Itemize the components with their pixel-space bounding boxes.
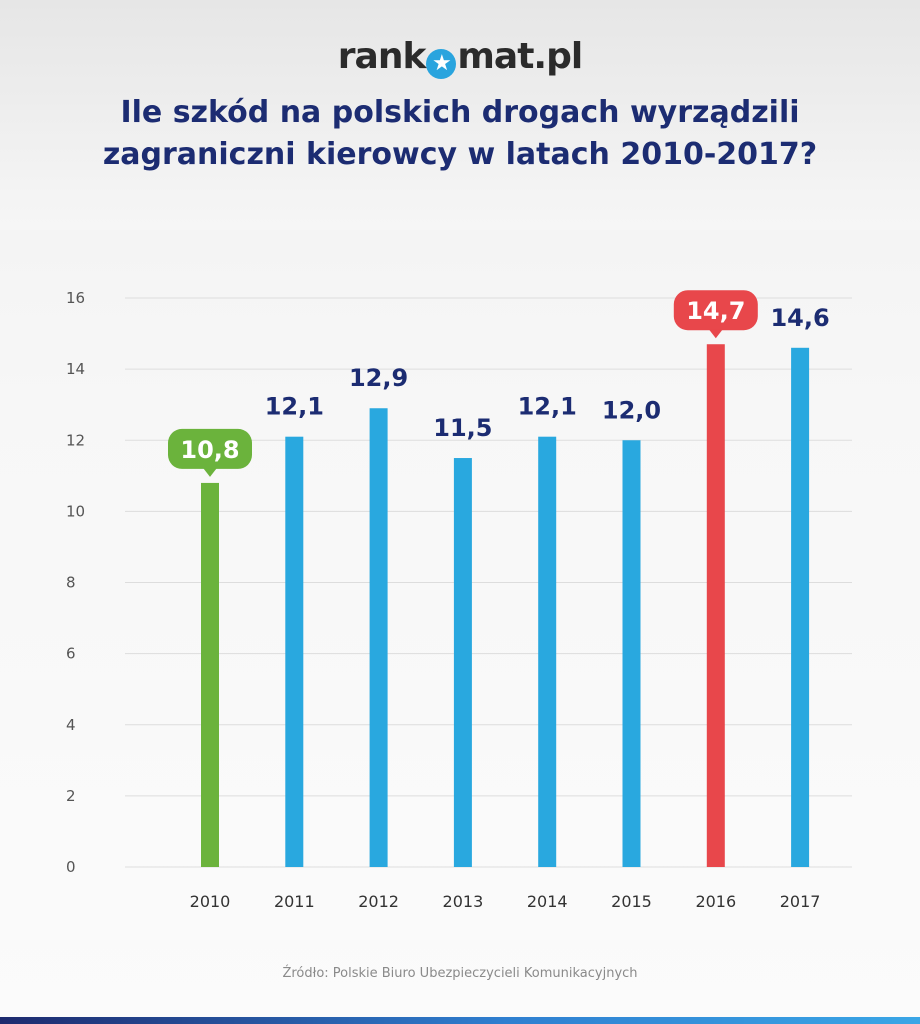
y-tick-label: 2 <box>66 787 76 805</box>
x-tick-label: 2011 <box>274 892 315 911</box>
data-label: 14,7 <box>686 297 745 325</box>
value-callout-pointer <box>708 329 723 339</box>
header-band <box>0 0 920 230</box>
y-tick-label: 16 <box>66 289 85 307</box>
data-label: 12,1 <box>518 393 577 421</box>
y-tick-label: 4 <box>66 716 76 734</box>
rankomat-logo: rank ★ mat.pl <box>0 36 920 79</box>
logo-text-left: rank <box>337 36 427 77</box>
data-label: 12,0 <box>602 396 661 424</box>
page-title: Ile szkód na polskich drogach wyrządzili… <box>60 92 860 176</box>
y-tick-label: 6 <box>66 645 76 663</box>
x-tick-label: 2016 <box>695 892 736 911</box>
bar <box>453 458 472 867</box>
y-tick-label: 10 <box>66 502 85 520</box>
x-tick-label: 2014 <box>527 892 568 911</box>
x-tick-label: 2012 <box>358 892 399 911</box>
y-tick-label: 12 <box>66 431 85 449</box>
x-tick-label: 2017 <box>780 892 821 911</box>
bottom-accent-bar <box>0 1017 920 1024</box>
y-tick-label: 0 <box>66 858 76 876</box>
bar <box>369 408 388 867</box>
source-note: Źródło: Polskie Biuro Ubezpieczycieli Ko… <box>282 966 638 981</box>
bar <box>538 436 557 867</box>
value-callout-bubble <box>673 290 758 331</box>
y-tick-label: 8 <box>66 574 76 592</box>
data-label: 10,8 <box>180 436 239 464</box>
bar <box>285 436 304 867</box>
data-label: 12,9 <box>349 364 408 392</box>
title-line-1: Ile szkód na polskich drogach wyrządzili <box>120 95 800 130</box>
title-line-2: zagraniczni kierowcy w latach 2010-2017? <box>102 137 818 172</box>
logo-text-right: mat.pl <box>457 36 583 77</box>
data-label: 14,6 <box>770 304 829 332</box>
bar <box>706 344 725 867</box>
value-callout-bubble <box>168 428 252 469</box>
x-tick-label: 2010 <box>190 892 231 911</box>
logo-star-icon: ★ <box>426 49 457 79</box>
data-label: 11,5 <box>433 414 492 442</box>
value-callout-pointer <box>203 467 217 477</box>
bar <box>791 347 810 868</box>
x-tick-label: 2013 <box>443 892 484 911</box>
x-tick-label: 2015 <box>611 892 652 911</box>
y-tick-label: 14 <box>66 360 85 378</box>
bar <box>201 482 219 867</box>
data-label: 12,1 <box>265 393 324 421</box>
bar <box>622 440 641 867</box>
